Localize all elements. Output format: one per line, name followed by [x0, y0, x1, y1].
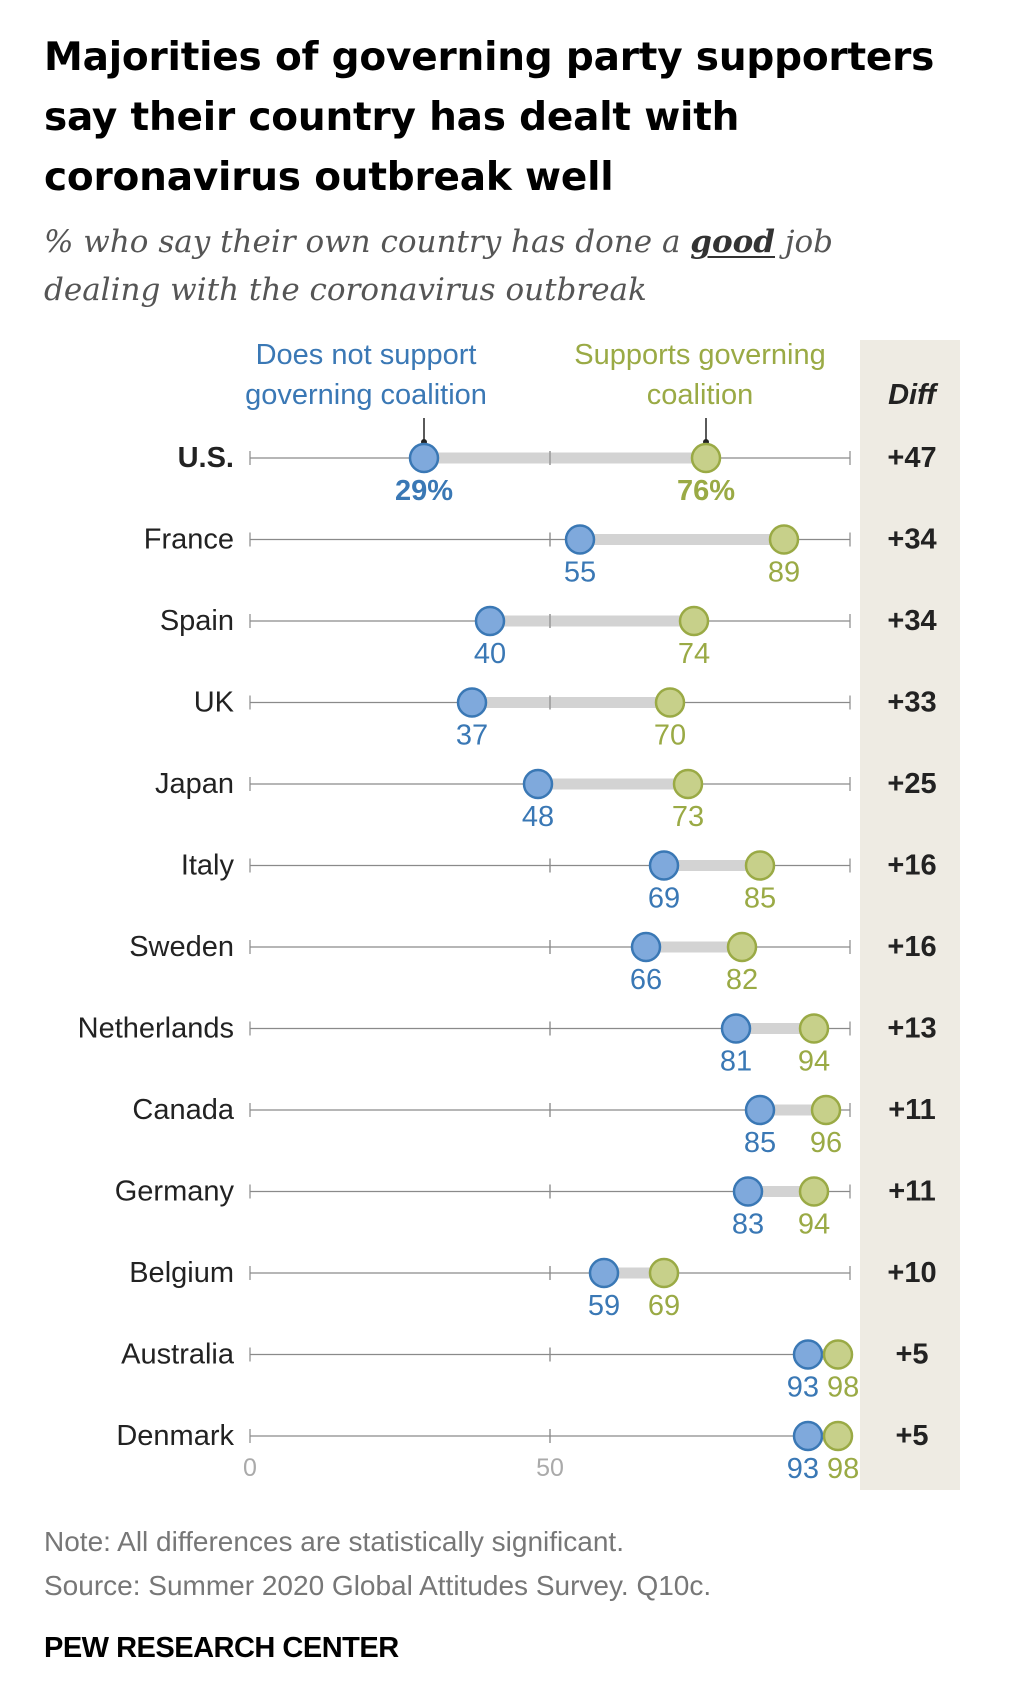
legend-green-line2: coalition	[647, 379, 753, 411]
diff-value: +13	[887, 1013, 936, 1045]
value-label-supports: 69	[648, 1290, 680, 1322]
dot-supports	[648, 1257, 680, 1289]
value-label-not-support: 29%	[395, 475, 453, 507]
x-tick-label: 50	[536, 1454, 564, 1482]
chart-source: Source: Summer 2020 Global Attitudes Sur…	[44, 1570, 712, 1601]
value-label-supports: 94	[798, 1046, 830, 1078]
diff-value: +16	[887, 931, 936, 963]
dot-supports	[678, 605, 710, 637]
diff-value: +34	[887, 524, 936, 556]
chart-subtitle: % who say their own country has done a g…	[44, 218, 944, 314]
diff-value: +11	[888, 1094, 936, 1126]
value-label-not-support: 93	[787, 1372, 819, 1404]
subtitle-emphasis: good	[690, 224, 775, 260]
category-label: Japan	[155, 768, 234, 800]
dot-supports	[822, 1420, 854, 1452]
value-label-supports: 70	[654, 720, 686, 752]
value-label-not-support: 40	[474, 638, 506, 670]
category-label: Germany	[115, 1176, 235, 1208]
dot-not-support	[474, 605, 506, 637]
chart-title: Majorities of governing party supporters…	[44, 35, 935, 200]
category-label: Australia	[121, 1339, 235, 1371]
diff-header: Diff	[888, 379, 939, 411]
category-label: France	[144, 524, 234, 556]
diff-value: +10	[887, 1257, 936, 1289]
value-label-supports: 98	[827, 1372, 859, 1404]
value-label-supports: 76%	[677, 475, 735, 507]
dot-supports	[726, 931, 758, 963]
value-label-not-support: 69	[648, 883, 680, 915]
category-label: U.S.	[178, 442, 234, 474]
subtitle-text-after: job dealing with the coronavirus outbrea…	[44, 224, 833, 308]
value-label-supports: 73	[672, 801, 704, 833]
value-label-not-support: 81	[720, 1046, 752, 1078]
diff-value: +25	[887, 768, 936, 800]
dot-not-support	[792, 1420, 824, 1452]
diff-value: +16	[887, 850, 936, 882]
category-label: UK	[194, 687, 235, 719]
diff-value: +5	[895, 1420, 928, 1452]
value-label-not-support: 83	[732, 1209, 764, 1241]
value-label-not-support: 55	[564, 557, 596, 589]
dot-supports	[822, 1339, 854, 1370]
category-label: Netherlands	[78, 1013, 234, 1045]
value-label-not-support: 93	[787, 1453, 819, 1485]
diff-value: +47	[887, 442, 936, 474]
dot-supports	[798, 1013, 830, 1044]
value-label-supports: 96	[810, 1127, 842, 1159]
diff-value: +11	[888, 1176, 936, 1208]
dot-not-support	[720, 1013, 752, 1044]
category-label: Canada	[132, 1094, 234, 1126]
dot-not-support	[522, 768, 554, 800]
diff-column-background	[860, 340, 960, 1490]
legend-blue-line2: governing coalition	[245, 379, 487, 411]
dot-supports	[744, 850, 776, 881]
category-label: Belgium	[129, 1257, 234, 1289]
diff-value: +33	[887, 687, 936, 719]
value-label-supports: 74	[678, 638, 710, 670]
x-tick-label: 0	[243, 1454, 257, 1482]
dot-supports	[690, 442, 722, 474]
diff-value: +5	[895, 1339, 928, 1371]
value-label-supports: 82	[726, 964, 758, 996]
dot-not-support	[630, 931, 662, 963]
category-label: Spain	[160, 605, 234, 637]
value-label-supports: 98	[827, 1453, 859, 1485]
value-label-not-support: 66	[630, 964, 662, 996]
dot-not-support	[792, 1339, 824, 1370]
value-label-not-support: 85	[744, 1127, 776, 1159]
category-label: Italy	[181, 850, 235, 882]
value-label-not-support: 48	[522, 801, 554, 833]
dot-supports	[810, 1094, 842, 1126]
dot-not-support	[588, 1257, 620, 1289]
category-label: Denmark	[116, 1420, 234, 1452]
dot-not-support	[408, 442, 440, 474]
dot-not-support	[732, 1176, 764, 1207]
dot-supports	[798, 1176, 830, 1207]
brand-logo-text: PEW RESEARCH CENTER	[44, 1632, 399, 1664]
value-label-supports: 85	[744, 883, 776, 915]
diff-value: +34	[887, 605, 936, 637]
dot-not-support	[648, 850, 680, 881]
dot-not-support	[744, 1094, 776, 1126]
dot-not-support	[564, 524, 596, 555]
legend-green-line1: Supports governing	[574, 339, 826, 371]
subtitle-text-before: % who say their own country has done a	[44, 224, 691, 260]
category-label: Sweden	[129, 931, 234, 963]
dot-plot: Does not support governing coalition Sup…	[78, 339, 960, 1490]
value-label-not-support: 37	[456, 720, 488, 752]
value-label-not-support: 59	[588, 1290, 620, 1322]
value-label-supports: 94	[798, 1209, 830, 1241]
dot-not-support	[456, 687, 488, 718]
value-label-supports: 89	[768, 557, 800, 589]
chart-note: Note: All differences are statistically …	[44, 1526, 624, 1557]
dot-supports	[654, 687, 686, 718]
legend-blue-line1: Does not support	[256, 339, 477, 371]
dot-supports	[768, 524, 800, 555]
dot-supports	[672, 768, 704, 800]
